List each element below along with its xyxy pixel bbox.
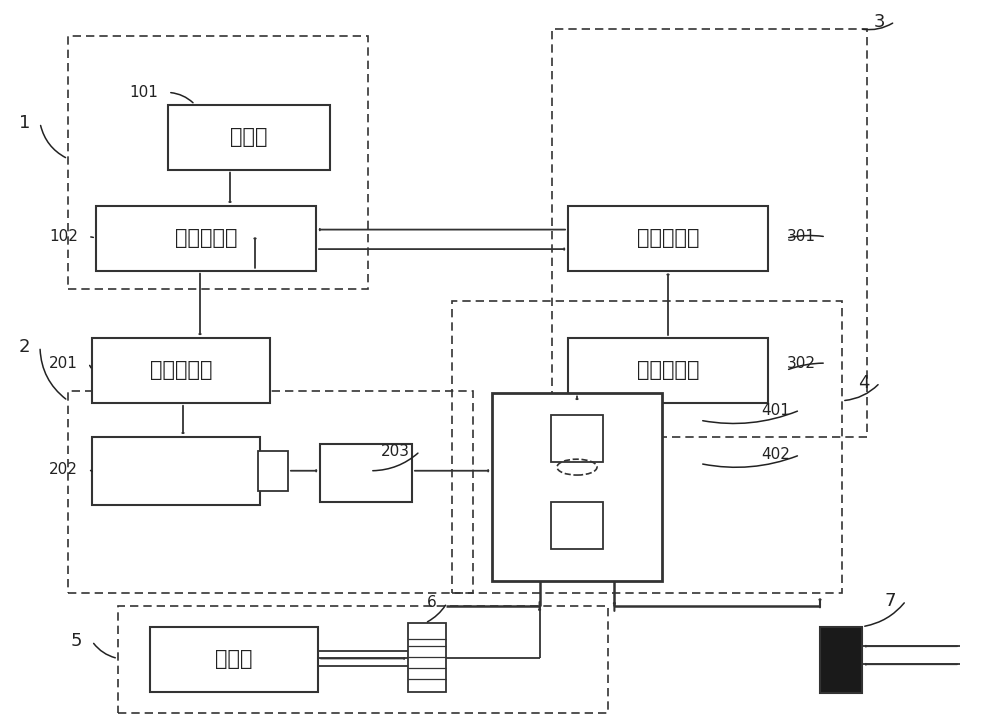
Bar [320, 444, 412, 502]
Text: 前置放大器: 前置放大器 [637, 360, 699, 380]
Bar [68, 391, 473, 593]
Text: 401: 401 [761, 403, 790, 417]
Text: 301: 301 [787, 230, 816, 244]
Text: 2: 2 [18, 338, 30, 355]
Text: 1: 1 [19, 114, 30, 131]
Text: 202: 202 [49, 462, 78, 477]
Bar [68, 36, 368, 289]
Bar [168, 105, 330, 170]
Bar [568, 338, 768, 403]
Bar [118, 606, 608, 713]
Bar [820, 627, 862, 693]
Text: 工控机: 工控机 [230, 127, 268, 147]
Bar [568, 206, 768, 271]
Text: 5: 5 [70, 632, 82, 650]
Bar [96, 206, 316, 271]
Text: 样品泵: 样品泵 [215, 649, 253, 669]
Text: 101: 101 [129, 85, 158, 100]
Text: 数据采集卡: 数据采集卡 [175, 228, 237, 248]
Bar [92, 338, 270, 403]
Bar [150, 627, 318, 692]
Text: 4: 4 [858, 374, 870, 391]
Bar [408, 623, 446, 692]
Bar [492, 393, 662, 581]
Text: 激光驱动器: 激光驱动器 [150, 360, 212, 380]
Bar [452, 301, 842, 593]
Bar [551, 415, 603, 462]
Bar [258, 451, 288, 491]
Bar [92, 437, 260, 505]
Bar [552, 29, 867, 437]
Text: 201: 201 [49, 356, 78, 370]
Text: 6: 6 [427, 596, 437, 610]
Text: 102: 102 [49, 230, 78, 244]
Text: 3: 3 [874, 13, 885, 30]
Text: 302: 302 [787, 356, 816, 370]
Text: 7: 7 [885, 592, 896, 609]
Text: 402: 402 [761, 448, 790, 462]
Bar [551, 502, 603, 549]
Text: 203: 203 [381, 444, 410, 458]
Text: 锁相放大器: 锁相放大器 [637, 228, 699, 248]
